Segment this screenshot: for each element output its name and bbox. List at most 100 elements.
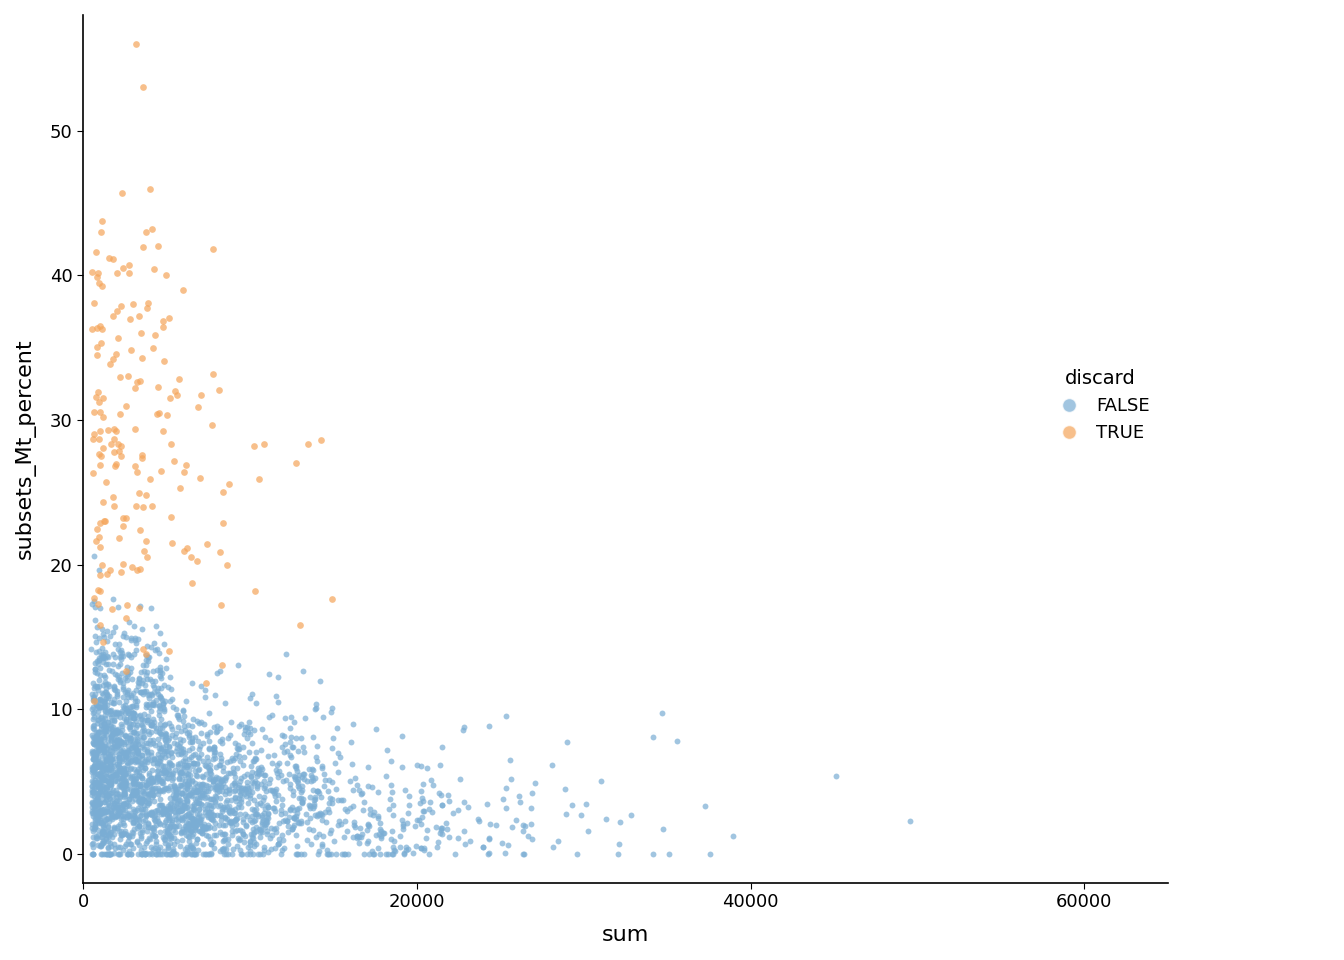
Point [554,780,575,796]
Point [125,741,146,756]
Point [108,444,129,459]
Point [125,740,146,756]
Point [144,812,165,828]
Point [395,839,417,854]
Point [319,790,340,805]
Point [140,753,161,768]
Point [124,785,145,801]
Point [312,758,333,774]
Point [109,789,130,804]
Point [255,814,277,829]
Point [93,646,114,661]
Point [175,754,196,769]
Point [122,802,144,817]
Point [200,780,222,796]
Point [235,817,257,832]
Point [226,746,247,761]
Point [109,786,130,802]
Point [157,810,179,826]
Point [109,672,130,687]
Point [136,751,157,766]
Point [91,712,113,728]
Point [90,737,112,753]
Point [110,299,132,314]
Point [261,820,282,835]
Point [243,838,265,853]
Point [114,838,136,853]
Point [149,817,171,832]
Point [239,833,261,849]
Point [145,618,167,634]
Point [120,771,141,786]
Point [340,734,362,750]
Point [106,330,128,346]
Point [141,716,163,732]
Point [117,833,138,849]
Point [153,803,175,818]
Point [181,802,203,817]
Point [141,804,163,820]
Point [82,805,103,821]
Point [219,798,241,813]
Point [114,749,136,764]
Point [196,727,218,742]
Point [87,738,109,754]
Point [241,768,262,783]
Point [99,563,121,578]
Point [91,802,113,817]
Point [173,774,195,789]
Point [97,804,118,820]
Point [126,783,148,799]
Point [102,720,124,735]
Point [192,769,214,784]
Point [188,796,210,811]
Point [116,729,137,744]
Point [219,765,241,780]
Point [351,785,372,801]
Point [110,742,132,757]
Point [87,265,109,280]
Point [349,821,371,836]
Point [270,846,292,861]
Point [414,842,435,857]
Point [83,751,105,766]
Point [257,800,278,815]
Point [106,785,128,801]
Point [94,693,116,708]
Point [348,829,370,845]
Point [125,773,146,788]
Point [345,828,367,844]
Point [103,795,125,810]
Point [364,828,386,843]
Point [241,801,262,816]
Point [116,611,137,626]
Point [211,827,233,842]
Point [109,650,130,665]
Point [216,830,238,846]
Point [138,686,160,702]
Point [345,828,367,844]
Point [284,714,305,730]
Point [270,767,292,782]
Point [160,757,181,773]
Point [378,846,399,861]
Point [284,758,305,774]
Point [130,822,152,837]
Point [103,680,125,695]
Point [153,831,175,847]
Point [95,754,117,769]
Point [108,750,129,765]
Point [91,846,113,861]
Point [148,767,169,782]
Point [113,752,134,767]
Point [271,827,293,842]
Point [168,819,190,834]
Point [126,36,148,52]
Point [148,772,169,787]
Point [101,752,122,767]
Point [227,823,249,838]
Point [81,796,102,811]
Point [335,802,356,817]
Point [348,782,370,798]
Point [181,841,203,856]
